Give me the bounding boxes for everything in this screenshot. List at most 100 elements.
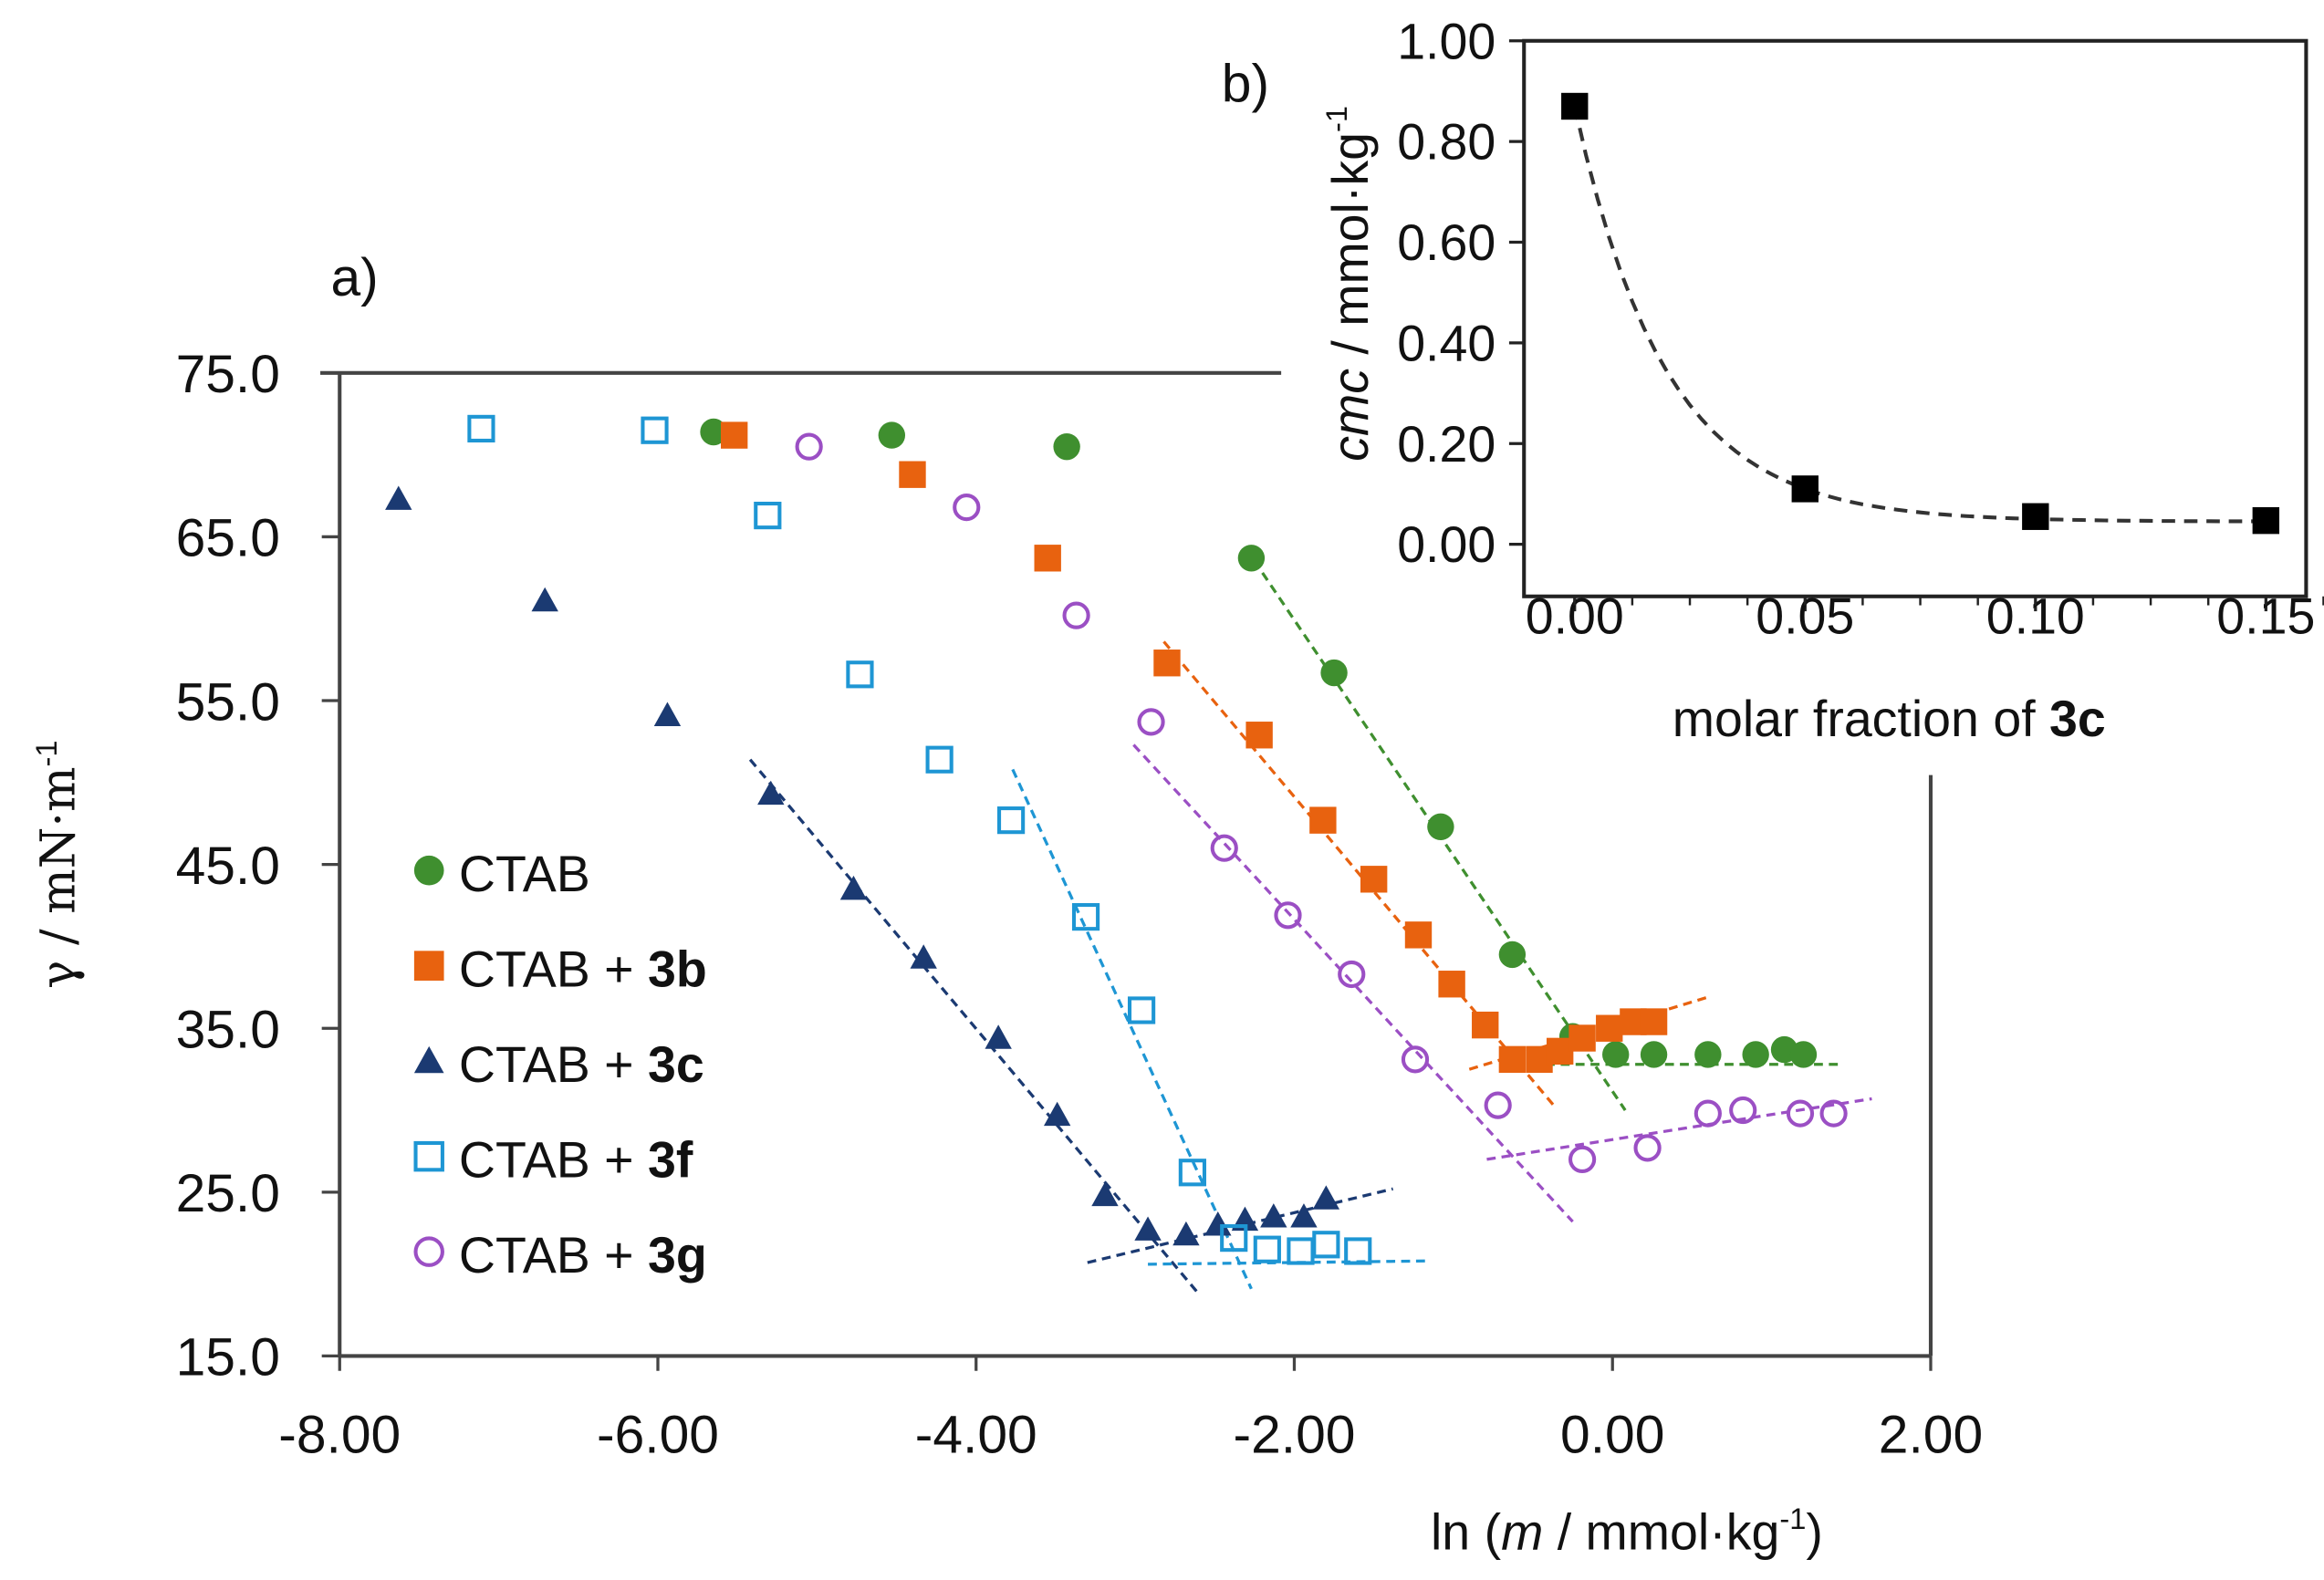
data-point xyxy=(1071,903,1100,931)
inset-y-label-italic: cmc xyxy=(1322,369,1379,462)
data-point xyxy=(1309,806,1337,834)
x-axis-label-italic: m xyxy=(1501,1504,1543,1561)
inset-y-tick-label: 0.00 xyxy=(1397,516,1495,573)
x-axis-label: ln (m / mmol·kg-1) xyxy=(1431,1502,1823,1561)
data-point xyxy=(1034,545,1061,572)
data-point xyxy=(1742,1041,1769,1068)
y-tick-label: 65.0 xyxy=(176,509,280,568)
legend-label-text: CTAB + xyxy=(459,941,648,998)
data-point xyxy=(1360,866,1388,893)
data-point xyxy=(1153,650,1181,677)
legend-label-bold: 3b xyxy=(648,941,707,998)
data-point xyxy=(910,944,937,969)
data-point xyxy=(1596,1014,1623,1042)
y-tick-label: 25.0 xyxy=(176,1164,280,1223)
legend-label-text: CTAB + xyxy=(459,1227,648,1284)
data-point xyxy=(1253,1235,1281,1263)
y-axis-label: γ / mN·m-1 xyxy=(29,740,87,988)
x-axis-label-prefix: ln ( xyxy=(1431,1504,1502,1561)
data-point xyxy=(1498,941,1527,969)
legend-label-text: CTAB + xyxy=(459,1036,648,1093)
inset-frame xyxy=(1522,38,2308,598)
data-point xyxy=(1338,960,1366,989)
data-point xyxy=(1640,1041,1668,1068)
panel-b-label: b) xyxy=(1222,55,1269,114)
inset-x-label-bold: 3c xyxy=(2049,691,2106,747)
data-point xyxy=(1134,1216,1162,1241)
data-point xyxy=(1401,1045,1430,1074)
data-point xyxy=(1344,1237,1372,1265)
x-tick-label: -8.00 xyxy=(278,1406,401,1465)
y-axis-label-sup: -1 xyxy=(29,740,63,766)
inset-y-tick-label: 0.40 xyxy=(1397,315,1495,371)
legend-label-bold: 3f xyxy=(648,1132,693,1189)
legend-marker xyxy=(413,1045,444,1074)
panel-a-label: a) xyxy=(330,248,378,307)
data-point xyxy=(700,418,727,446)
inset-y-axis-label: cmc / mmol·kg-1 xyxy=(1319,106,1379,462)
legend-label: CTAB + 3f xyxy=(459,1132,693,1189)
data-point xyxy=(1053,432,1080,461)
inset-data-point xyxy=(1561,92,1589,120)
data-point xyxy=(1693,1099,1722,1128)
fit-line xyxy=(748,758,1199,1294)
data-point xyxy=(1290,1203,1318,1228)
panel-b-chart: b) 0.00 0.05 0.10 0.150.000.200.400.600.801… xyxy=(1222,13,2324,747)
data-point xyxy=(1043,1101,1071,1127)
data-point xyxy=(1427,813,1454,841)
data-point xyxy=(1602,1041,1630,1068)
data-point xyxy=(1172,1221,1200,1246)
data-point xyxy=(1484,1091,1512,1119)
data-point xyxy=(1320,659,1348,687)
y-axis-label-text: γ / mN·m xyxy=(32,766,87,988)
data-point xyxy=(1633,1134,1662,1162)
data-point xyxy=(1178,1159,1206,1187)
data-point xyxy=(839,875,868,900)
data-point xyxy=(1204,1211,1232,1236)
inset-fit-curve xyxy=(1572,105,2267,524)
legend-marker xyxy=(413,855,444,886)
legend-label-bold: 3g xyxy=(648,1227,707,1284)
inset-data-point xyxy=(2022,503,2049,530)
x-tick-label: -6.00 xyxy=(597,1406,719,1465)
data-point xyxy=(878,421,906,449)
y-tick-label: 15.0 xyxy=(176,1328,280,1388)
data-point xyxy=(641,416,669,444)
data-point xyxy=(1137,708,1165,736)
x-axis-label-close: ) xyxy=(1806,1504,1822,1561)
data-point xyxy=(1260,1203,1287,1228)
inset-y-tick-label: 1.00 xyxy=(1397,13,1495,69)
data-point xyxy=(1568,1145,1597,1174)
legend-label-text: CTAB xyxy=(459,846,590,902)
y-tick-label: 35.0 xyxy=(176,1000,280,1059)
data-point xyxy=(1274,901,1302,930)
data-point xyxy=(795,432,823,461)
data-point xyxy=(1786,1099,1815,1128)
inset-data-point xyxy=(2252,506,2280,535)
data-point xyxy=(1640,1008,1668,1035)
inset-y-tick-label: 0.80 xyxy=(1397,114,1495,171)
data-point xyxy=(653,702,682,726)
legend-label: CTAB + 3b xyxy=(459,941,707,998)
data-point xyxy=(1287,1237,1315,1265)
legend-label-bold: 3c xyxy=(648,1036,704,1093)
data-point xyxy=(1694,1041,1722,1068)
data-point xyxy=(925,745,954,774)
data-point xyxy=(757,780,785,806)
data-point xyxy=(1220,1224,1248,1253)
x-tick-label: -4.00 xyxy=(915,1406,1037,1465)
inset-y-label-text: / mmol·kg xyxy=(1322,132,1379,369)
data-point xyxy=(1245,722,1273,749)
x-axis-label-sup: -1 xyxy=(1779,1502,1806,1535)
fit-line xyxy=(1486,1097,1872,1161)
inset-data-point xyxy=(1791,475,1819,503)
x-tick-label: 0.00 xyxy=(1560,1406,1664,1465)
data-point xyxy=(996,806,1026,835)
legend-marker xyxy=(413,1140,444,1172)
x-axis-label-suffix: / mmol·kg xyxy=(1543,1504,1779,1561)
panel-a-chart: a) -8.00 -6.00 -4.00 -2.00 0.00 2.00 15.0 25.0 3… xyxy=(29,248,1983,1561)
legend-marker xyxy=(413,1236,444,1267)
data-point xyxy=(531,587,558,612)
data-point xyxy=(1472,1011,1499,1039)
